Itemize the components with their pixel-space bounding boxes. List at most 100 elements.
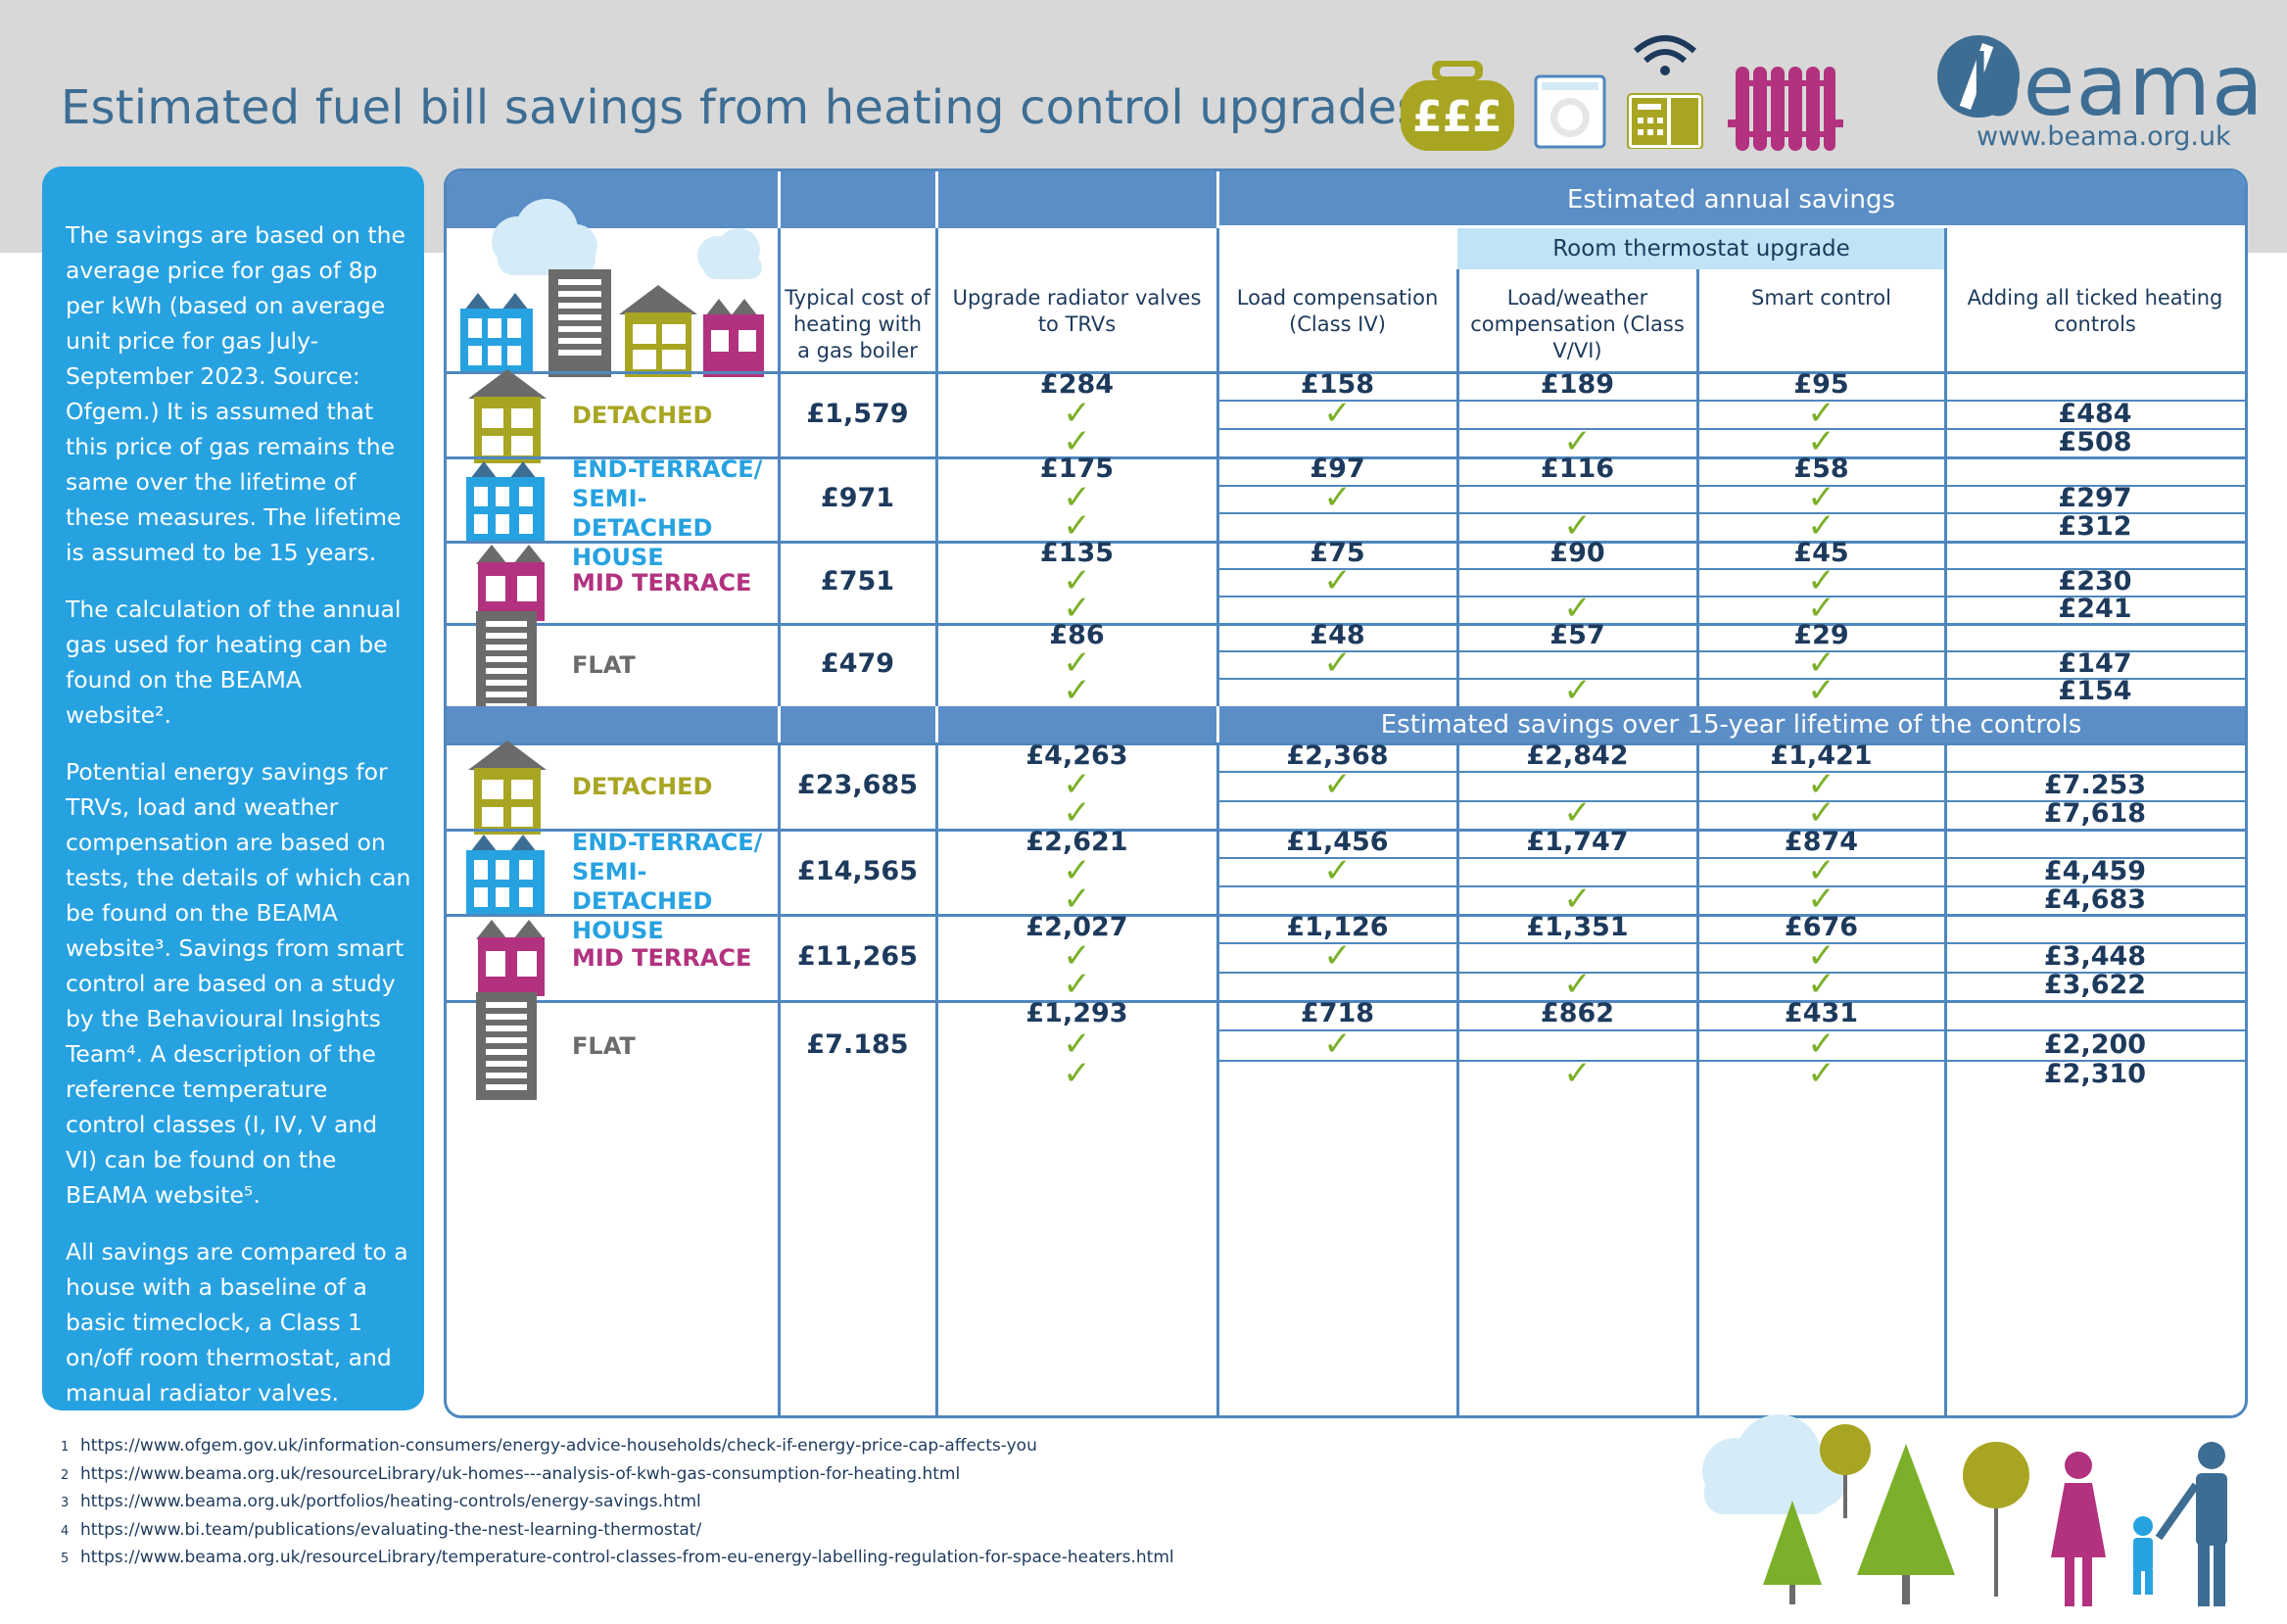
tick-icon: ✓ [1323,936,1352,976]
header-trv: Upgrade radiator valves to TRVs [952,286,1202,336]
saving-value: £95 [1793,368,1849,400]
footnote-number: 3 [61,1496,70,1510]
tick-icon: ✓ [1063,765,1091,804]
saving-value: £175 [1039,454,1115,485]
saving-value: £284 [1039,368,1115,400]
thermostat-dial-icon [1534,74,1606,149]
band-lifetime-bg [447,706,2245,743]
tick-icon: ✓ [1323,478,1352,517]
col-divider [1456,269,1459,1415]
logo-url[interactable]: www.beama.org.uk [1977,121,2231,152]
flat-building-icon [476,611,537,723]
saving-value: £4,263 [1025,740,1128,771]
tick-icon: ✓ [1563,965,1592,1005]
band-annual-savings: Estimated annual savings [1217,171,2245,228]
footnote-item: 3 https://www.beama.org.uk/portfolios/hea… [61,1492,701,1511]
tick-icon: ✓ [1807,393,1835,433]
tick-icon: ✓ [1323,393,1352,433]
tick-icon: ✓ [1563,793,1592,834]
footnote-link[interactable]: https://www.ofgem.gov.uk/information-con… [80,1436,1037,1456]
tick-icon: ✓ [1563,879,1592,919]
tick-icon: ✓ [1323,1024,1352,1064]
footnote-link[interactable]: https://www.beama.org.uk/resourceLibrary… [80,1463,961,1484]
tick-icon: ✓ [1807,793,1835,834]
footnote-number: 2 [61,1467,70,1483]
saving-value: £1,456 [1286,826,1389,857]
house-type-label: DETACHED [572,773,713,800]
tick-icon: ✓ [1807,561,1835,600]
saving-value: £90 [1549,538,1605,568]
row-divider [447,914,2245,917]
saving-value: £75 [1310,538,1365,568]
col-divider [778,171,781,1415]
tick-icon: ✓ [1563,589,1592,628]
saving-value: £135 [1039,538,1115,568]
tick-icon: ✓ [1063,589,1091,628]
house-type-label: MID TERRACE [572,944,752,972]
saving-value: £431 [1784,998,1859,1029]
typical-cost: £14,565 [797,855,918,886]
footnote-link[interactable]: https://www.beama.org.uk/resourceLibrary… [80,1548,1174,1567]
tick-icon: ✓ [1063,793,1091,834]
footnote-link[interactable]: https://www.beama.org.uk/portfolios/heat… [80,1492,701,1511]
typical-cost: £751 [820,566,895,597]
tick-icon: ✓ [1323,561,1352,600]
typical-cost: £7.185 [806,1028,909,1060]
saving-value: £862 [1540,998,1615,1029]
tick-icon: ✓ [1807,965,1835,1005]
money-label: £££ [1412,92,1502,142]
saving-value: £97 [1310,454,1365,485]
total-saving: £4,683 [2043,884,2147,915]
beama-logo-icon [1937,35,2020,118]
sidebar-paragraph: The savings are based on the average pri… [66,221,405,566]
tick-icon: ✓ [1563,505,1592,546]
saving-value: £1,351 [1526,911,1629,942]
tick-icon: ✓ [1063,644,1091,683]
col-divider [1216,171,1219,1415]
tick-icon: ✓ [1807,1024,1835,1064]
smart-control-wifi-icon [1627,35,1703,149]
total-saving: £508 [2058,426,2132,457]
saving-value: £57 [1549,620,1605,650]
header-weather: Load/weather compensation (Class V/VI) [1470,286,1685,362]
col-divider [1944,228,1947,1415]
total-saving: £2,200 [2043,1028,2147,1060]
semi-detached-house-icon [466,831,545,921]
tick-icon: ✓ [1063,936,1091,976]
row-divider [447,541,2245,544]
footnote-link[interactable]: https://www.bi.team/publications/evaluat… [80,1519,702,1540]
saving-value: £1,126 [1286,911,1389,942]
savings-table: Estimated annual savings Room thermostat … [444,168,2248,1418]
header-typical: Typical cost of heating with a gas boile… [785,286,930,362]
total-saving: £297 [2058,483,2132,513]
tick-icon: ✓ [1563,671,1592,710]
row-divider [447,456,2245,459]
total-saving: £4,459 [2043,855,2147,886]
header-smart: Smart control [1751,286,1891,310]
footnote-number: 1 [61,1440,70,1455]
family-trees-illustration-icon [1702,1414,2227,1606]
footnote-item: 2 https://www.beama.org.uk/resourceLibrar… [61,1464,960,1484]
house-type-label: FLAT [572,651,636,679]
footnote-item: 4 https://www.bi.team/publications/evalua… [61,1520,701,1540]
tick-icon: ✓ [1063,1024,1091,1064]
saving-value: £1,293 [1025,998,1128,1029]
total-saving: £241 [2058,594,2132,624]
tick-icon: ✓ [1063,671,1091,710]
typical-cost: £23,685 [797,770,918,800]
saving-value: £676 [1784,911,1859,942]
row-divider [447,623,2245,626]
tick-icon: ✓ [1807,589,1835,628]
tick-icon: ✓ [1063,393,1091,433]
house-type-label: MID TERRACE [572,569,752,597]
header-all: Adding all ticked heating controls [1967,286,2223,336]
saving-value: £2,027 [1025,911,1128,942]
header-load: Load compensation (Class IV) [1236,286,1439,336]
total-saving: £484 [2058,398,2132,429]
typical-cost: £971 [820,483,895,513]
saving-value: £1,421 [1770,740,1873,771]
band-room-thermostat: Room thermostat upgrade [1457,228,1945,269]
radiator-icon [1728,67,1843,151]
typical-cost: £479 [820,648,895,679]
row-divider [447,829,2245,832]
